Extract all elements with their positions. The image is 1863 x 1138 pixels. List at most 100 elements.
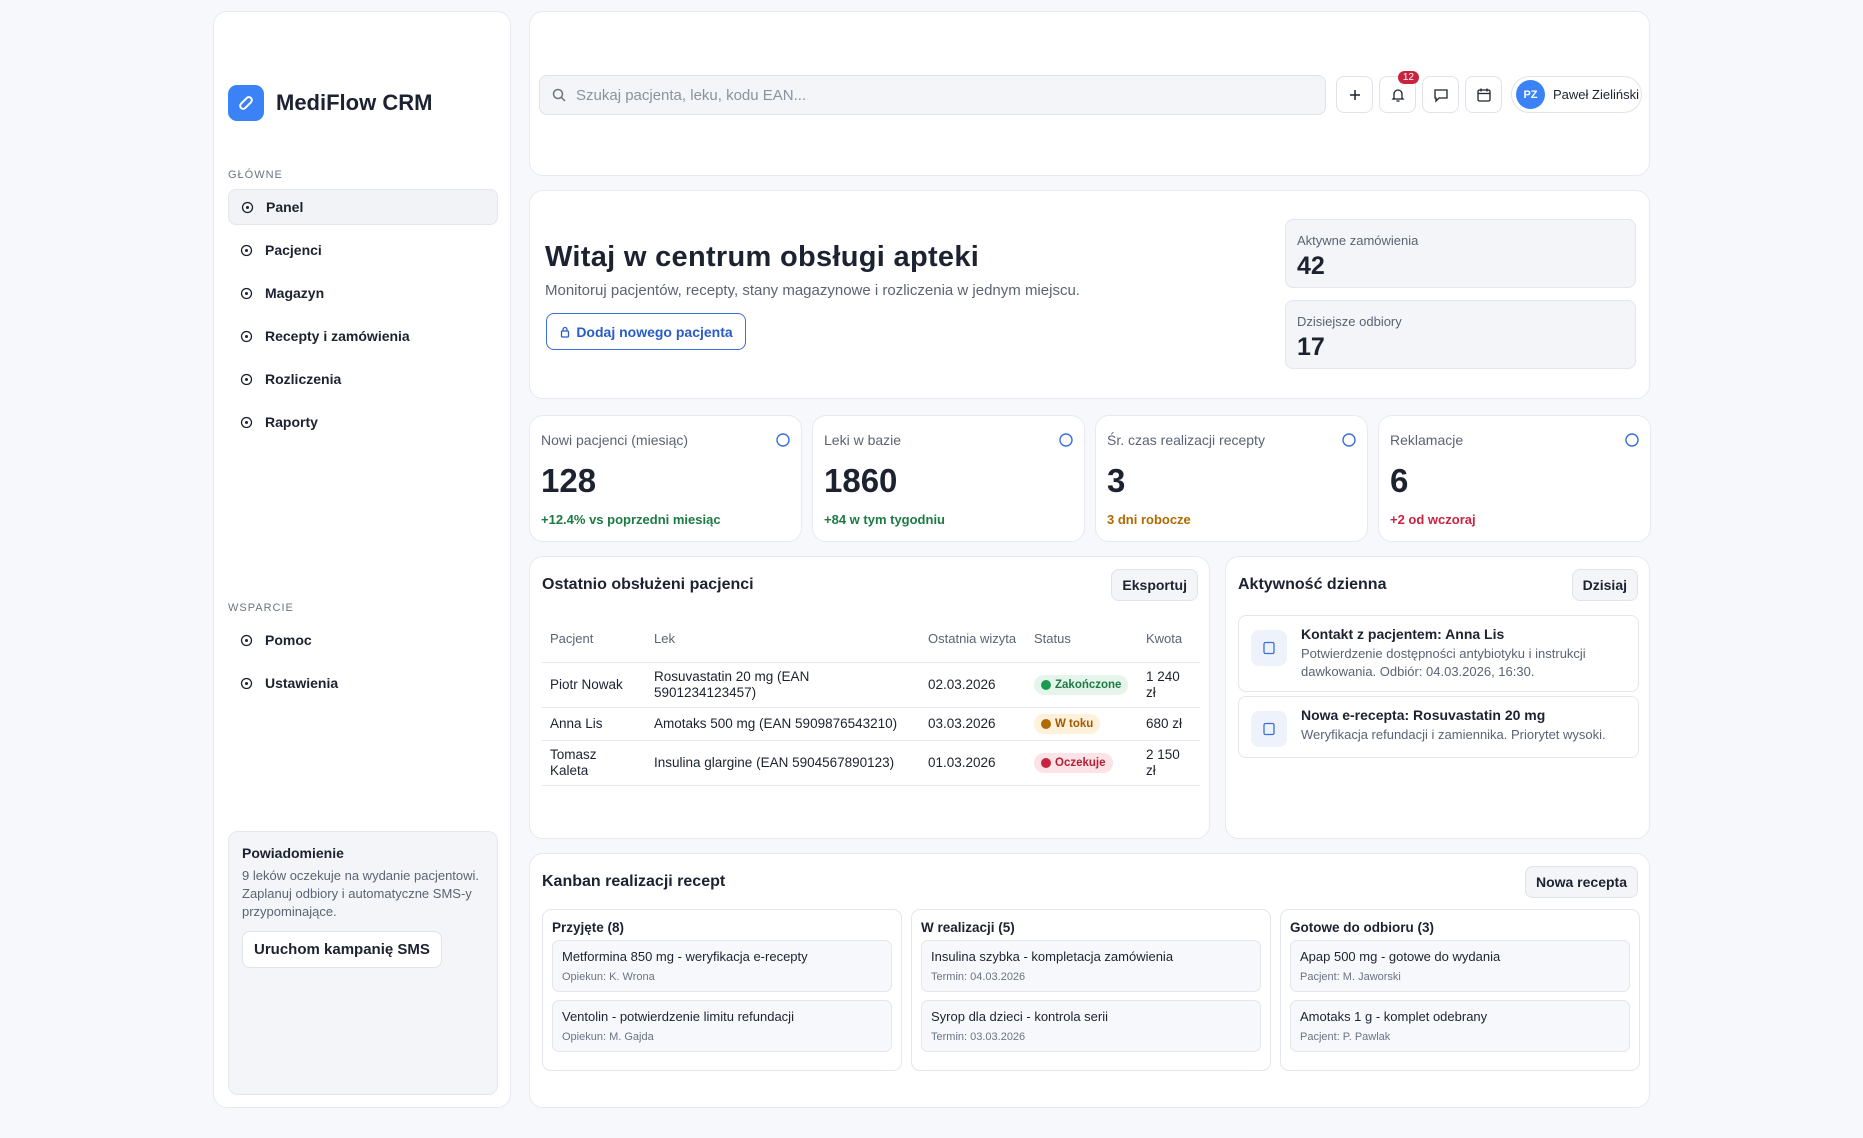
nav-label: Pacjenci [265,242,322,258]
nav-item[interactable]: Panel [228,189,498,225]
stat-icon [775,432,791,453]
table-cell: Tomasz Kaleta [542,740,646,786]
stat-card: Nowi pacjenci (miesiąc) 128 +12.4% vs popr… [529,415,802,542]
stat-value: 6 [1390,462,1409,499]
add-button[interactable] [1336,76,1373,113]
kpi-value: 17 [1297,333,1325,361]
new-prescription-button[interactable]: Nowa recepta [1524,866,1638,898]
table-cell: 03.03.2026 [920,707,1026,741]
table-cell: 1 240 zł [1138,662,1200,708]
column-header: Status [1026,616,1138,663]
activity-title: Nowa e-recepta: Rosuvastatin 20 mg [1301,707,1546,723]
kanban-card-title: Ventolin - potwierdzenie limitu refundac… [562,1009,794,1024]
patients-table: Pacjent Lek Ostatnia wizyta Status Kwota Piot… [542,616,1200,786]
kpi-label: Dzisiejsze odbiory [1297,314,1402,329]
kpi-value: 42 [1297,252,1325,280]
table-cell: 2 150 zł [1138,740,1200,786]
kanban-column-title: Gotowe do odbioru (3) [1290,920,1434,935]
column-header: Lek [646,616,920,663]
activity-icon [1251,630,1287,666]
kanban-card[interactable]: Apap 500 mg - gotowe do wydania Pacjent: … [1290,940,1630,992]
nav-item[interactable]: Rozliczenia [228,361,498,397]
table-cell: Anna Lis [542,707,646,741]
kanban-card-meta: Pacjent: M. Jaworski [1300,971,1401,983]
kpi-label: Aktywne zamówienia [1297,233,1419,248]
stat-note: +2 od wczoraj [1390,512,1476,527]
today-button[interactable]: Dzisiaj [1571,569,1638,601]
status-pill: Zakończone [1034,674,1129,695]
stat-note: 3 dni robocze [1107,512,1191,527]
activity-icon [1251,711,1287,747]
table-cell: 01.03.2026 [920,740,1026,786]
kanban-card-meta: Pacjent: P. Pawlak [1300,1031,1391,1043]
messages-button[interactable] [1422,76,1459,113]
nav-label: Panel [266,199,304,215]
table-cell: Rosuvastatin 20 mg (EAN 5901234123457) [646,662,920,708]
nav-icon [240,677,253,689]
nav-item[interactable]: Ustawienia [228,665,498,701]
stat-label: Śr. czas realizacji recepty [1107,432,1265,448]
nav-item[interactable]: Pacjenci [228,232,498,268]
stat-icon [1341,432,1357,453]
add-patient-button[interactable]: Dodaj nowego pacjenta [546,313,746,350]
nav-icon [240,287,253,299]
notice-button[interactable]: Uruchom kampanię SMS [242,931,442,968]
table-cell: Zakończone [1026,662,1138,708]
nav-item[interactable]: Recepty i zamówienia [228,318,498,354]
stat-label: Reklamacje [1390,432,1464,448]
add-patient-label: Dodaj nowego pacjenta [576,323,733,340]
kanban-card[interactable]: Amotaks 1 g - komplet odebrany Pacjent: P… [1290,1000,1630,1052]
kanban-column-title: Przyjęte (8) [552,920,625,935]
table-row: Tomasz Kaleta Insulina glargine (EAN 5904… [542,740,1200,786]
export-button[interactable]: Eksportuj [1111,569,1198,601]
kanban-column-title: W realizacji (5) [921,920,1015,935]
nav-item[interactable]: Pomoc [228,622,498,658]
kanban-card-title: Apap 500 mg - gotowe do wydania [1300,949,1501,964]
hero-subtitle: Monitoruj pacjentów, recepty, stany maga… [545,282,1080,299]
notice: Powiadomienie 9 leków oczekuje na wydani… [228,831,498,1095]
kanban-card[interactable]: Metformina 850 mg - weryfikacja e-recept… [552,940,892,992]
kanban-card[interactable]: Insulina szybka - kompletacja zamówienia… [921,940,1261,992]
notifications-button[interactable]: 12 [1379,71,1419,113]
activity-body: Nowa e-recepta: Rosuvastatin 20 mg Weryfi… [1301,707,1606,747]
status-label: Zakończone [1055,678,1122,691]
nav-item[interactable]: Magazyn [228,275,498,311]
notification-badge: 12 [1397,71,1419,84]
nav-label: Ustawienia [265,675,339,691]
status-pill: W toku [1034,713,1101,734]
kanban-card-meta: Termin: 03.03.2026 [931,1031,1026,1043]
status-dot [1041,718,1051,729]
table-cell: 680 zł [1138,707,1200,741]
status-dot [1041,757,1051,768]
kanban-card[interactable]: Ventolin - potwierdzenie limitu refundac… [552,1000,892,1052]
notice-title: Powiadomienie [242,845,344,861]
column-header: Kwota [1138,616,1200,663]
stat-label: Leki w bazie [824,432,902,448]
user-menu[interactable]: PZ Paweł Zieliński [1511,76,1642,113]
table-cell: W toku [1026,707,1138,741]
nav-icon [240,373,253,385]
stat-icon [1058,432,1074,453]
search[interactable]: Szukaj pacjenta, leku, kodu EAN... [539,75,1326,115]
kanban-card[interactable]: Syrop dla dzieci - kontrola serii Termin:… [921,1000,1261,1052]
kanban-card-meta: Opiekun: K. Wrona [562,971,655,983]
table-cell: 02.03.2026 [920,662,1026,708]
sidebar: MediFlow CRM Powiadomienie 9 leków oczek… [213,11,511,1108]
column-header: Pacjent [542,616,646,663]
nav-section: WSPARCIE Pomoc Ustawienia [228,602,498,708]
table-cell: Amotaks 500 mg (EAN 5909876543210) [646,707,920,741]
stat-card: Reklamacje 6 +2 od wczoraj [1378,415,1651,542]
table-row: Piotr Nowak Rosuvastatin 20 mg (EAN 59012… [542,662,1200,708]
stat-value: 1860 [824,462,898,499]
kanban-card-meta: Termin: 04.03.2026 [931,971,1026,983]
nav-item[interactable]: Raporty [228,404,498,440]
table-cell: Piotr Nowak [542,662,646,708]
activity-item: Kontakt z pacjentem: Anna Lis Potwierdzen… [1238,615,1639,692]
status-label: W toku [1055,717,1094,730]
status-pill: Oczekuje [1034,752,1113,773]
nav-label: Recepty i zamówienia [265,328,410,344]
calendar-button[interactable] [1465,76,1502,113]
card-title: Kanban realizacji recept [542,873,726,890]
kanban-column: W realizacji (5) Insulina szybka - komple… [911,909,1271,1071]
